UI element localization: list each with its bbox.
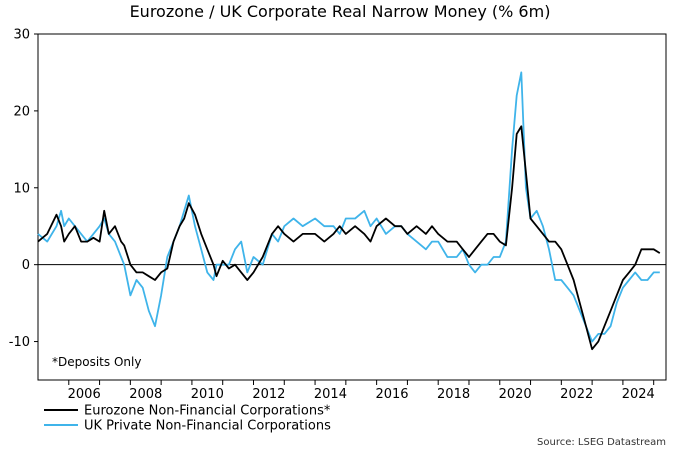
chart-title: Eurozone / UK Corporate Real Narrow Mone… [130, 2, 551, 21]
plot-frame [37, 33, 667, 381]
x-tick-label: 2016 [375, 387, 408, 402]
x-tick-label: 2022 [560, 387, 593, 402]
plot-border [37, 33, 667, 381]
x-tick-label: 2018 [437, 387, 470, 402]
legend-label: UK Private Non-Financial Corporations [84, 419, 331, 434]
y-tick-label: 10 [13, 181, 30, 196]
series-layer [37, 71, 661, 351]
x-tick-label: 2024 [622, 387, 655, 402]
y-axis: 30 20 10 0 -10 [9, 28, 38, 350]
y-tick-label: 30 [13, 28, 30, 43]
y-tick-label: 20 [13, 104, 30, 119]
legend-label: Eurozone Non-Financial Corporations* [84, 404, 331, 419]
legend: Eurozone Non-Financial Corporations*UK P… [44, 404, 331, 434]
x-tick-label: 2010 [191, 387, 224, 402]
y-tick-label: -10 [9, 335, 30, 350]
x-tick-label: 2008 [129, 387, 162, 402]
x-tick-label: 2012 [252, 387, 285, 402]
source-note: Source: LSEG Datastream [537, 437, 666, 448]
x-tick-label: 2020 [499, 387, 532, 402]
annotation-deposits-only: *Deposits Only [52, 355, 141, 369]
x-axis: 2006 2008 2010 2012 2014 2016 2018 2020 2022 2024 [68, 380, 655, 402]
y-tick-label: 0 [22, 258, 30, 273]
x-tick-label: 2014 [314, 387, 347, 402]
series-line-eurozone-non-financial-corporations [37, 125, 661, 351]
x-tick-label: 2006 [68, 387, 101, 402]
series-line-uk-private-non-financial-corporations [37, 71, 660, 343]
